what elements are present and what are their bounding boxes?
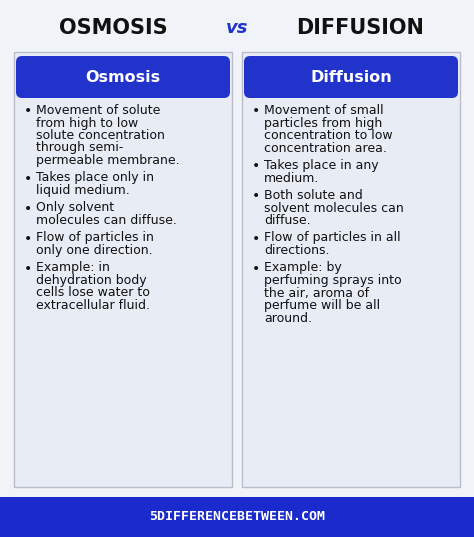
- Text: Takes place only in: Takes place only in: [36, 171, 154, 185]
- Text: permeable membrane.: permeable membrane.: [36, 154, 180, 167]
- Text: •: •: [252, 104, 260, 118]
- Text: •: •: [24, 231, 32, 245]
- FancyBboxPatch shape: [242, 52, 460, 487]
- Text: from high to low: from high to low: [36, 117, 138, 129]
- Text: cells lose water to: cells lose water to: [36, 287, 150, 300]
- Text: •: •: [24, 262, 32, 275]
- Text: vs: vs: [226, 19, 248, 37]
- Text: particles from high: particles from high: [264, 117, 382, 129]
- Text: Example: in: Example: in: [36, 262, 110, 274]
- Text: only one direction.: only one direction.: [36, 244, 153, 257]
- Text: medium.: medium.: [264, 171, 319, 185]
- Text: Osmosis: Osmosis: [85, 69, 161, 84]
- FancyBboxPatch shape: [14, 52, 232, 487]
- Text: DIFFUSION: DIFFUSION: [296, 18, 424, 38]
- Text: the air, aroma of: the air, aroma of: [264, 287, 369, 300]
- Text: 5DIFFERENCEBETWEEN.COM: 5DIFFERENCEBETWEEN.COM: [149, 511, 325, 524]
- Text: •: •: [252, 231, 260, 245]
- Text: Flow of particles in all: Flow of particles in all: [264, 231, 401, 244]
- Text: Diffusion: Diffusion: [310, 69, 392, 84]
- Text: solvent molecules can: solvent molecules can: [264, 201, 404, 214]
- Text: molecules can diffuse.: molecules can diffuse.: [36, 214, 177, 227]
- Text: OSMOSIS: OSMOSIS: [59, 18, 168, 38]
- Text: Both solute and: Both solute and: [264, 189, 363, 202]
- Text: •: •: [24, 171, 32, 185]
- Text: Takes place in any: Takes place in any: [264, 159, 379, 172]
- Bar: [0, 497, 474, 537]
- Text: dehydration body: dehydration body: [36, 274, 146, 287]
- Text: Example: by: Example: by: [264, 262, 342, 274]
- Text: directions.: directions.: [264, 244, 329, 257]
- Text: around.: around.: [264, 311, 312, 324]
- Text: •: •: [24, 201, 32, 215]
- Text: extracellular fluid.: extracellular fluid.: [36, 299, 150, 312]
- Text: •: •: [24, 104, 32, 118]
- Text: liquid medium.: liquid medium.: [36, 184, 130, 197]
- Text: solute concentration: solute concentration: [36, 129, 165, 142]
- Text: Flow of particles in: Flow of particles in: [36, 231, 154, 244]
- Text: •: •: [252, 262, 260, 275]
- Text: Movement of small: Movement of small: [264, 104, 383, 117]
- Text: concentration to low: concentration to low: [264, 129, 392, 142]
- Text: •: •: [252, 159, 260, 173]
- Text: perfuming sprays into: perfuming sprays into: [264, 274, 401, 287]
- Text: diffuse.: diffuse.: [264, 214, 310, 227]
- FancyBboxPatch shape: [244, 56, 458, 98]
- FancyBboxPatch shape: [16, 56, 230, 98]
- Text: through semi-: through semi-: [36, 142, 123, 155]
- Text: •: •: [252, 189, 260, 203]
- Text: concentration area.: concentration area.: [264, 142, 387, 155]
- Text: perfume will be all: perfume will be all: [264, 299, 380, 312]
- Text: Only solvent: Only solvent: [36, 201, 114, 214]
- Text: Movement of solute: Movement of solute: [36, 104, 160, 117]
